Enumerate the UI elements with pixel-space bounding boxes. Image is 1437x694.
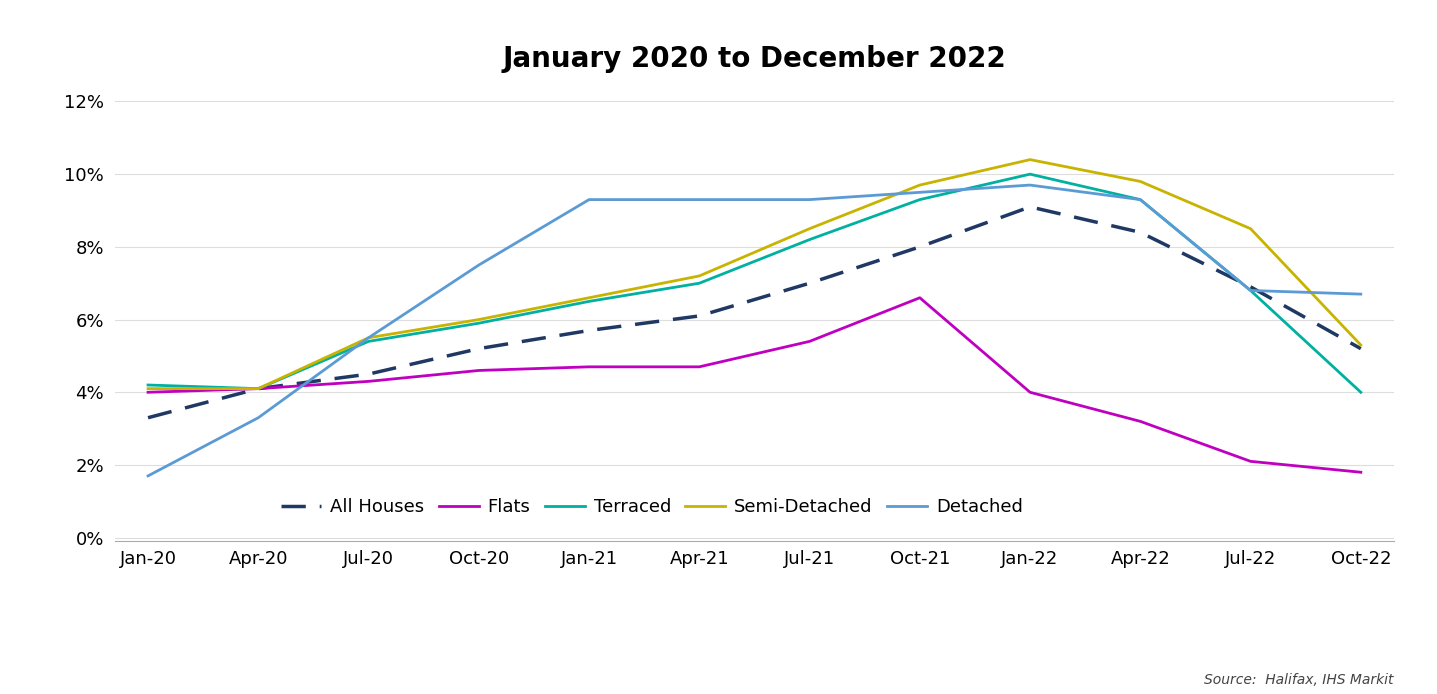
Terraced	[1022, 170, 1039, 178]
Detached	[470, 261, 487, 269]
Flats	[911, 294, 928, 302]
Semi-Detached	[691, 272, 708, 280]
Flats	[1352, 468, 1369, 476]
Detached	[359, 334, 376, 342]
Semi-Detached	[139, 384, 157, 393]
Semi-Detached	[800, 225, 818, 233]
Semi-Detached	[250, 384, 267, 393]
Detached	[139, 472, 157, 480]
Terraced	[581, 297, 598, 305]
Semi-Detached	[359, 334, 376, 342]
All Houses	[359, 370, 376, 378]
Detached	[691, 196, 708, 204]
Terraced	[470, 319, 487, 328]
Semi-Detached	[1352, 341, 1369, 349]
Terraced	[1242, 287, 1259, 295]
Text: Source:  Halifax, IHS Markit: Source: Halifax, IHS Markit	[1204, 673, 1394, 687]
Semi-Detached	[1242, 225, 1259, 233]
Flats	[800, 337, 818, 346]
Terraced	[691, 279, 708, 287]
All Houses	[1352, 344, 1369, 353]
Flats	[581, 363, 598, 371]
All Houses	[139, 414, 157, 422]
Detached	[581, 196, 598, 204]
Legend: All Houses, Flats, Terraced, Semi-Detached, Detached: All Houses, Flats, Terraced, Semi-Detach…	[274, 491, 1030, 523]
Semi-Detached	[470, 315, 487, 323]
Detached	[1352, 290, 1369, 298]
Terraced	[800, 235, 818, 244]
Detached	[1132, 196, 1150, 204]
Flats	[139, 388, 157, 396]
Line: All Houses: All Houses	[148, 207, 1361, 418]
Flats	[359, 378, 376, 386]
All Houses	[581, 326, 598, 335]
All Houses	[1022, 203, 1039, 211]
Flats	[1242, 457, 1259, 466]
All Houses	[911, 243, 928, 251]
Flats	[1022, 388, 1039, 396]
Detached	[1242, 287, 1259, 295]
All Houses	[470, 344, 487, 353]
Title: January 2020 to December 2022: January 2020 to December 2022	[503, 44, 1006, 73]
All Houses	[800, 279, 818, 287]
All Houses	[250, 384, 267, 393]
Terraced	[139, 381, 157, 389]
Line: Flats: Flats	[148, 298, 1361, 472]
Terraced	[911, 196, 928, 204]
Detached	[911, 188, 928, 196]
Detached	[250, 414, 267, 422]
Terraced	[359, 337, 376, 346]
Terraced	[250, 384, 267, 393]
All Houses	[1242, 282, 1259, 291]
Semi-Detached	[581, 294, 598, 302]
Line: Detached: Detached	[148, 185, 1361, 476]
Line: Semi-Detached: Semi-Detached	[148, 160, 1361, 389]
All Houses	[691, 312, 708, 320]
Terraced	[1352, 388, 1369, 396]
Semi-Detached	[911, 181, 928, 189]
Line: Terraced: Terraced	[148, 174, 1361, 392]
Semi-Detached	[1022, 155, 1039, 164]
Flats	[470, 366, 487, 375]
Detached	[1022, 181, 1039, 189]
Detached	[800, 196, 818, 204]
Semi-Detached	[1132, 177, 1150, 185]
All Houses	[1132, 228, 1150, 237]
Flats	[691, 363, 708, 371]
Flats	[250, 384, 267, 393]
Terraced	[1132, 196, 1150, 204]
Flats	[1132, 417, 1150, 425]
